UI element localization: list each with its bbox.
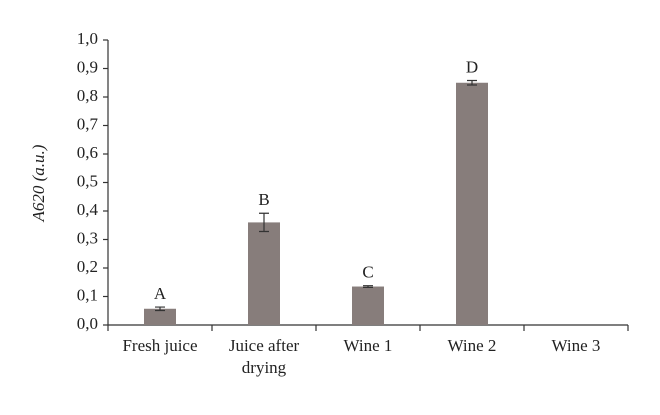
- y-tick-label: 0,7: [77, 114, 99, 133]
- bar: [352, 286, 384, 325]
- x-tick-label: Wine 1: [343, 336, 393, 355]
- group-letter: D: [466, 57, 478, 76]
- bar: [456, 82, 488, 325]
- y-tick-label: 0,2: [77, 257, 98, 276]
- y-tick-label: 0,5: [77, 171, 98, 190]
- group-letter: A: [154, 284, 167, 303]
- bar: [144, 308, 176, 325]
- y-tick-label: 0,1: [77, 285, 98, 304]
- y-tick-label: 1,0: [77, 29, 98, 48]
- x-tick-label: Wine 2: [447, 336, 497, 355]
- y-tick-label: 0,9: [77, 57, 98, 76]
- group-letter: B: [258, 190, 269, 209]
- y-axis-label: A620 (a.u.): [29, 144, 48, 222]
- group-letter: C: [362, 263, 373, 282]
- bar: [248, 222, 280, 325]
- x-tick-label: Fresh juice: [122, 336, 198, 355]
- error-bar: [155, 306, 165, 312]
- error-bar: [467, 79, 477, 86]
- y-tick-label: 0,0: [77, 314, 98, 333]
- x-tick-label: Wine 3: [551, 336, 601, 355]
- y-tick-label: 0,4: [77, 200, 99, 219]
- error-bar: [363, 285, 373, 288]
- y-tick-label: 0,8: [77, 86, 98, 105]
- error-bar: [259, 212, 269, 233]
- x-tick-label: Juice after drying: [228, 336, 300, 377]
- y-tick-label: 0,3: [77, 228, 98, 247]
- y-tick-label: 0,6: [77, 143, 98, 162]
